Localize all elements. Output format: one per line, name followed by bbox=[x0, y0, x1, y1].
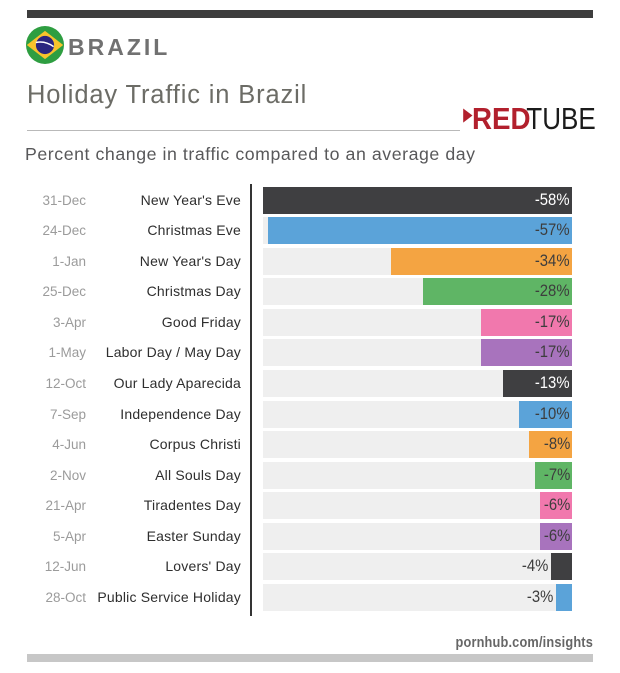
svg-text:TUBE: TUBE bbox=[526, 102, 595, 134]
svg-text:RED: RED bbox=[472, 102, 531, 134]
